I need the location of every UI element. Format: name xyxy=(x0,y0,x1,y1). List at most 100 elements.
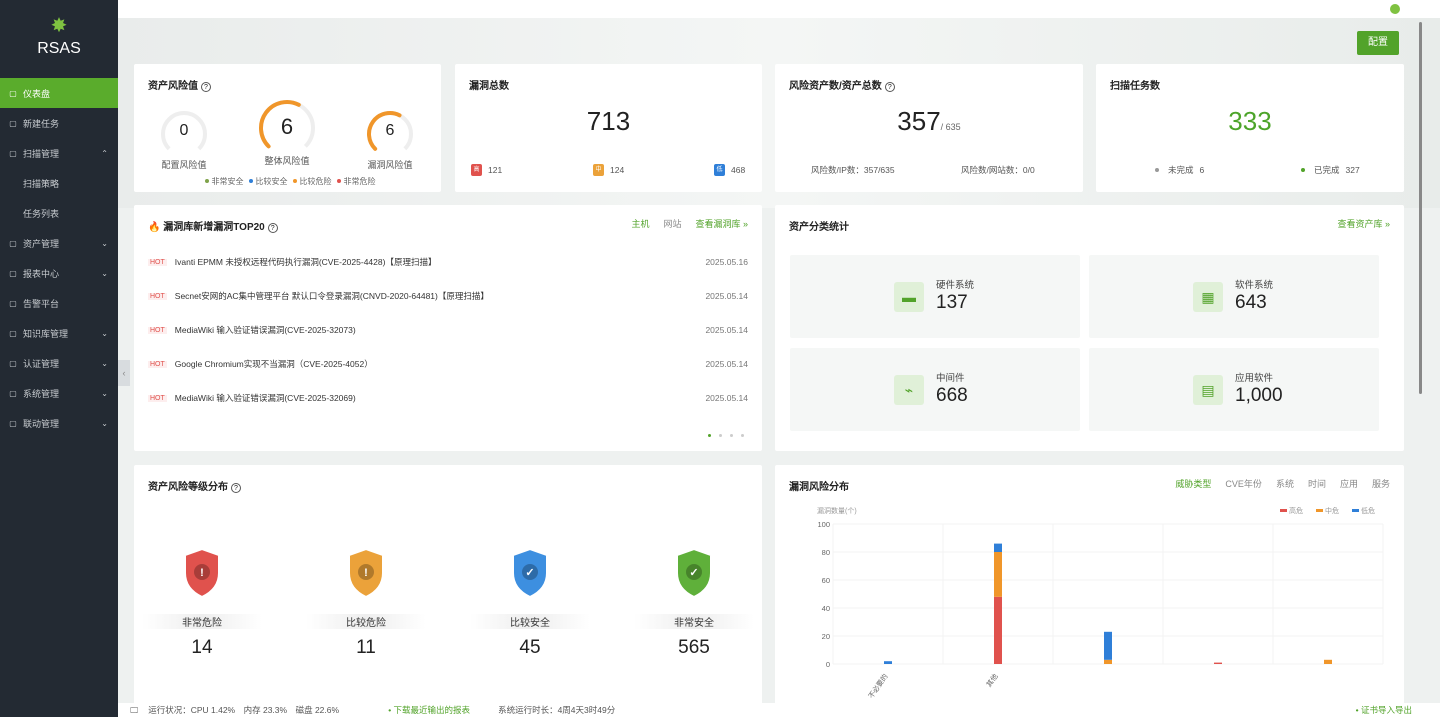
chevron-down-icon: ⌄ xyxy=(101,238,108,248)
sidebar: ✸ RSAS ▢ 仪表盘 ▢ 新建任务 ▢ 扫描管理 ⌃ 扫描策略 任务列表 ▢ 资产管理 ⌄ ▢ 报表中… xyxy=(0,0,118,717)
uptime: 系统运行时长：4周4天3时49分 xyxy=(498,705,616,715)
sidebar-item-label: 任务列表 xyxy=(23,208,60,219)
chevron-down-icon: ⌄ xyxy=(101,388,108,398)
sidebar-item[interactable]: 任务列表 xyxy=(0,198,118,228)
risk-level-item[interactable]: ✓ 比较安全 45 xyxy=(470,547,590,659)
tab-website[interactable]: 网站 xyxy=(663,219,682,229)
sidebar-item[interactable]: ▢ 报表中心 ⌄ xyxy=(0,258,118,288)
risk-level-card: 资产风险等级分布? ! 非常危险 14! 比较危险 11 ✓ 比较安全 45 ✓ 非常安全 565 xyxy=(134,465,762,705)
bar-segment xyxy=(1104,659,1112,664)
vuln-row[interactable]: HOT Secnet安网的AC集中管理平台 默认口令登录漏洞(CNVD-2020-… xyxy=(148,286,748,306)
sidebar-item[interactable]: ▢ 认证管理 ⌄ xyxy=(0,348,118,378)
asset-class-label: 软件系统 xyxy=(1235,280,1274,291)
risk-gauge: 6 整体风险值 xyxy=(257,98,317,167)
vuln-row[interactable]: HOT MediaWiki 输入验证错误漏洞(CVE-2025-32073) 202… xyxy=(148,320,748,340)
pager-dot[interactable] xyxy=(741,434,744,437)
help-icon[interactable]: ? xyxy=(231,483,241,493)
hot-badge: HOT xyxy=(148,258,167,266)
asset-class-item[interactable]: ▦ 软件系统 643 xyxy=(1089,255,1379,338)
sidebar-item[interactable]: 扫描策略 xyxy=(0,168,118,198)
sidebar-item-label: 资产管理 xyxy=(23,238,60,249)
y-axis-label: 漏洞数量(个) xyxy=(817,506,857,515)
app-name: RSAS xyxy=(37,40,81,57)
view-vuln-db-link[interactable]: 查看漏洞库 » xyxy=(695,219,748,229)
sidebar-item-label: 新建任务 xyxy=(23,118,60,129)
sidebar-item[interactable]: ▢ 新建任务 xyxy=(0,108,118,138)
sidebar-item[interactable]: ▢ 联动管理 ⌄ xyxy=(0,408,118,438)
cert-link[interactable]: • 证书导入导出 xyxy=(1355,705,1412,715)
vuln-row[interactable]: HOT Google Chromium实现不当漏洞（CVE-2025-4052） 2… xyxy=(148,354,748,374)
risk-gauge: 0 配置风险值 xyxy=(154,104,214,171)
asset-class-item[interactable]: ▬ 硬件系统 137 xyxy=(790,255,1080,338)
asset-class-label: 硬件系统 xyxy=(936,280,975,291)
dist-tab[interactable]: 时间 xyxy=(1307,479,1326,489)
svg-text:✓: ✓ xyxy=(525,567,534,579)
asset-class-item[interactable]: ▤ 应用软件 1,000 xyxy=(1089,348,1379,431)
svg-text:!: ! xyxy=(364,567,368,579)
software-icon: ▦ xyxy=(1193,282,1223,312)
assets-total: / 635 xyxy=(940,122,961,132)
pager[interactable] xyxy=(708,434,744,437)
sidebar-item[interactable]: ▢ 资产管理 ⌄ xyxy=(0,228,118,258)
card-title: 扫描任务数 xyxy=(1110,81,1160,92)
card-title: 漏洞风险分布 xyxy=(789,482,849,493)
scan-tasks-card[interactable]: 扫描任务数 333 未完成 6 已完成 327 xyxy=(1096,64,1404,192)
sidebar-item[interactable]: ▢ 系统管理 ⌄ xyxy=(0,378,118,408)
y-tick-label: 40 xyxy=(822,604,830,613)
vuln-title[interactable]: Secnet安网的AC集中管理平台 默认口令登录漏洞(CNVD-2020-644… xyxy=(174,291,489,301)
vuln-date: 2025.05.14 xyxy=(705,291,748,301)
vuln-date: 2025.05.14 xyxy=(705,325,748,335)
download-label: 下载最近输出的报表 xyxy=(393,705,471,715)
dashboard-icon: ▢ xyxy=(9,88,17,98)
sidebar-item[interactable]: ▢ 知识库管理 ⌄ xyxy=(0,318,118,348)
dist-tab[interactable]: 威胁类型 xyxy=(1175,479,1212,489)
help-icon[interactable]: ? xyxy=(201,82,211,92)
dist-tab[interactable]: 系统 xyxy=(1275,479,1294,489)
top-bar xyxy=(118,0,1440,18)
cert-icon: ▢ xyxy=(9,358,17,368)
vuln-title[interactable]: MediaWiki 输入验证错误漏洞(CVE-2025-32069) xyxy=(174,393,356,403)
help-icon[interactable]: ? xyxy=(267,223,278,233)
dist-tab[interactable]: 应用 xyxy=(1339,479,1358,489)
view-asset-db-link[interactable]: 查看资产库 » xyxy=(1337,219,1390,229)
risk-level-item[interactable]: ! 比较危险 11 xyxy=(306,547,426,659)
legend-label: 比较危险 xyxy=(299,177,332,186)
vuln-title[interactable]: Ivanti EPMM 未授权远程代码执行漏洞(CVE-2025-4428)【原… xyxy=(174,257,437,267)
vuln-title[interactable]: Google Chromium实现不当漏洞（CVE-2025-4052） xyxy=(174,359,373,369)
vuln-total-card[interactable]: 漏洞总数 713 高 121 中 124 低 468 xyxy=(455,64,762,192)
sidebar-item-label: 扫描管理 xyxy=(23,148,60,159)
y-tick-label: 20 xyxy=(822,632,830,641)
legend-label: 低危 xyxy=(1361,506,1375,515)
chevron-down-icon: ⌄ xyxy=(101,418,108,428)
risk-level-item[interactable]: ! 非常危险 14 xyxy=(142,547,262,659)
sidebar-item[interactable]: ▢ 告警平台 xyxy=(0,288,118,318)
sidebar-item[interactable]: ▢ 扫描管理 ⌃ xyxy=(0,138,118,168)
vuln-row[interactable]: HOT Ivanti EPMM 未授权远程代码执行漏洞(CVE-2025-4428… xyxy=(148,252,748,272)
asset-class-item[interactable]: ⌁ 中间件 668 xyxy=(790,348,1080,431)
config-button[interactable]: 配置 xyxy=(1357,31,1399,55)
help-icon[interactable]: ? xyxy=(884,82,895,92)
vuln-title[interactable]: MediaWiki 输入验证错误漏洞(CVE-2025-32073) xyxy=(174,325,356,335)
sidebar-item[interactable]: ▢ 仪表盘 xyxy=(0,78,118,108)
middleware-icon: ⌁ xyxy=(894,375,924,405)
user-avatar[interactable] xyxy=(1390,4,1400,14)
legend-label: 比较安全 xyxy=(255,177,288,186)
report-icon: ▢ xyxy=(9,268,17,278)
low-count: 468 xyxy=(731,165,746,175)
high-badge-icon: 高 xyxy=(471,164,482,176)
sidebar-collapse-handle[interactable]: ‹ xyxy=(118,360,130,386)
tab-host[interactable]: 主机 xyxy=(631,219,650,229)
dist-tab[interactable]: 服务 xyxy=(1371,479,1390,489)
risk-level-value: 11 xyxy=(356,637,376,658)
pager-dot[interactable] xyxy=(730,434,733,437)
download-report-link[interactable]: • 下载最近输出的报表 xyxy=(388,705,471,715)
scrollbar[interactable] xyxy=(1419,22,1422,394)
pager-dot[interactable] xyxy=(719,434,722,437)
dist-tab[interactable]: CVE年份 xyxy=(1225,479,1262,489)
clipboard-icon: ▢ xyxy=(9,118,17,128)
vuln-row[interactable]: HOT MediaWiki 输入验证错误漏洞(CVE-2025-32069) 202… xyxy=(148,388,748,408)
sidebar-item-label: 联动管理 xyxy=(23,418,60,429)
risk-assets-card[interactable]: 风险资产数/资产总数? 357/ 635 风险数/IP数：357/635 风险数… xyxy=(775,64,1083,192)
pager-dot[interactable] xyxy=(708,434,711,437)
risk-level-item[interactable]: ✓ 非常安全 565 xyxy=(634,547,754,659)
